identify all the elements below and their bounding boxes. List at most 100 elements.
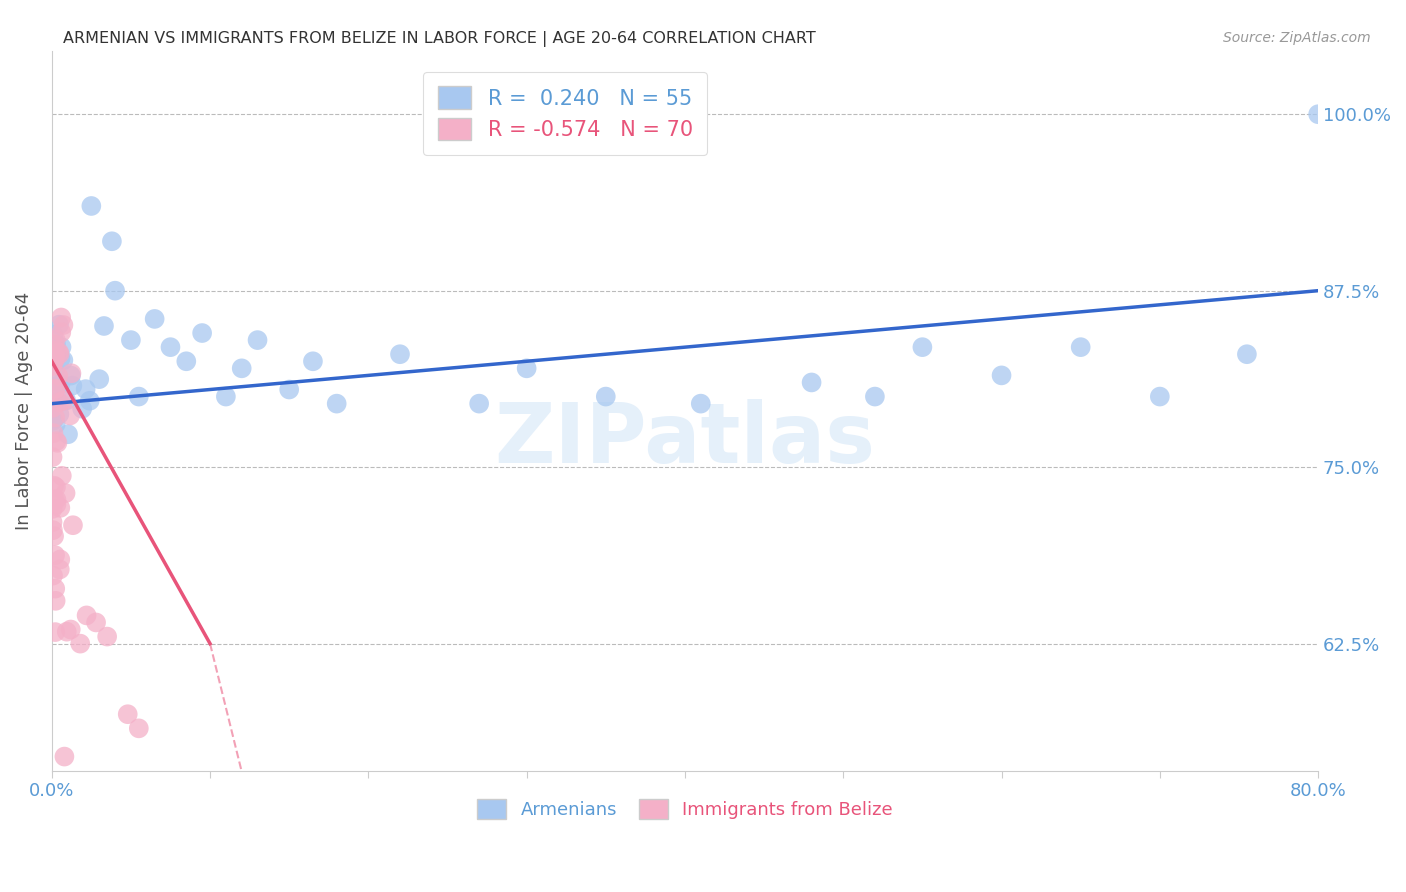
Point bbox=[42, 327, 65, 342]
Point bbox=[44, 492, 66, 507]
Point bbox=[49, 562, 72, 576]
Point bbox=[41, 515, 63, 529]
Point bbox=[128, 390, 150, 404]
Legend: Armenians, Immigrants from Belize: Armenians, Immigrants from Belize bbox=[470, 792, 900, 827]
Point bbox=[231, 361, 253, 376]
Point bbox=[44, 582, 66, 596]
Point bbox=[59, 368, 82, 383]
Point bbox=[44, 625, 66, 640]
Point bbox=[51, 340, 73, 354]
Point bbox=[56, 427, 79, 442]
Point bbox=[48, 347, 70, 361]
Point bbox=[1236, 347, 1258, 361]
Point bbox=[49, 500, 72, 515]
Point bbox=[55, 486, 77, 500]
Point bbox=[45, 480, 67, 494]
Point bbox=[176, 354, 198, 368]
Point bbox=[44, 351, 66, 365]
Point bbox=[51, 326, 73, 340]
Point bbox=[45, 498, 67, 512]
Point bbox=[44, 382, 66, 396]
Point bbox=[911, 340, 934, 354]
Point bbox=[48, 395, 70, 409]
Point bbox=[863, 390, 886, 404]
Point bbox=[93, 318, 115, 333]
Point bbox=[59, 409, 82, 423]
Point bbox=[42, 568, 65, 582]
Point bbox=[128, 722, 150, 736]
Point bbox=[60, 366, 83, 380]
Point bbox=[41, 501, 63, 516]
Point bbox=[42, 380, 65, 394]
Point bbox=[62, 518, 84, 533]
Point bbox=[52, 318, 75, 332]
Point bbox=[44, 365, 66, 379]
Y-axis label: In Labor Force | Age 20-64: In Labor Force | Age 20-64 bbox=[15, 292, 32, 530]
Point bbox=[101, 234, 124, 248]
Point bbox=[52, 353, 75, 368]
Point bbox=[1070, 340, 1092, 354]
Point bbox=[48, 318, 70, 332]
Point bbox=[55, 393, 77, 408]
Point bbox=[80, 199, 103, 213]
Point bbox=[48, 407, 70, 421]
Point bbox=[51, 310, 73, 325]
Point bbox=[42, 396, 65, 410]
Point bbox=[46, 435, 69, 450]
Point bbox=[41, 359, 63, 373]
Point bbox=[45, 382, 67, 396]
Point bbox=[45, 594, 67, 608]
Point bbox=[42, 529, 65, 543]
Point bbox=[52, 393, 75, 408]
Point bbox=[388, 347, 411, 361]
Point bbox=[49, 376, 72, 391]
Point bbox=[246, 333, 269, 347]
Point bbox=[45, 337, 67, 351]
Point bbox=[89, 372, 111, 386]
Point bbox=[75, 382, 97, 396]
Point bbox=[49, 351, 72, 366]
Point bbox=[48, 345, 70, 359]
Point bbox=[800, 376, 823, 390]
Point bbox=[42, 337, 65, 351]
Point bbox=[42, 479, 65, 493]
Point bbox=[55, 624, 77, 639]
Point bbox=[45, 434, 67, 449]
Point bbox=[1149, 390, 1171, 404]
Point bbox=[325, 396, 347, 410]
Point bbox=[41, 401, 63, 415]
Point bbox=[44, 354, 66, 368]
Point bbox=[215, 390, 238, 404]
Point bbox=[69, 637, 91, 651]
Point bbox=[159, 340, 181, 354]
Point bbox=[46, 394, 69, 409]
Point bbox=[120, 333, 142, 347]
Point bbox=[45, 343, 67, 358]
Point bbox=[42, 523, 65, 537]
Point bbox=[76, 608, 98, 623]
Point bbox=[278, 383, 301, 397]
Text: Source: ZipAtlas.com: Source: ZipAtlas.com bbox=[1223, 31, 1371, 45]
Point bbox=[689, 396, 711, 410]
Point bbox=[191, 326, 214, 340]
Point bbox=[42, 426, 65, 441]
Point bbox=[49, 552, 72, 566]
Text: ARMENIAN VS IMMIGRANTS FROM BELIZE IN LABOR FORCE | AGE 20-64 CORRELATION CHART: ARMENIAN VS IMMIGRANTS FROM BELIZE IN LA… bbox=[63, 31, 815, 47]
Point bbox=[79, 393, 101, 408]
Point bbox=[45, 492, 67, 507]
Point bbox=[104, 284, 127, 298]
Point bbox=[41, 450, 63, 464]
Point bbox=[44, 410, 66, 425]
Point bbox=[59, 623, 82, 637]
Point bbox=[70, 401, 93, 416]
Point bbox=[45, 333, 67, 347]
Point bbox=[60, 378, 83, 392]
Point bbox=[595, 390, 617, 404]
Point bbox=[516, 361, 538, 376]
Point bbox=[117, 707, 139, 722]
Point bbox=[44, 548, 66, 562]
Point bbox=[51, 468, 73, 483]
Point bbox=[302, 354, 325, 368]
Point bbox=[53, 749, 76, 764]
Point bbox=[96, 630, 118, 644]
